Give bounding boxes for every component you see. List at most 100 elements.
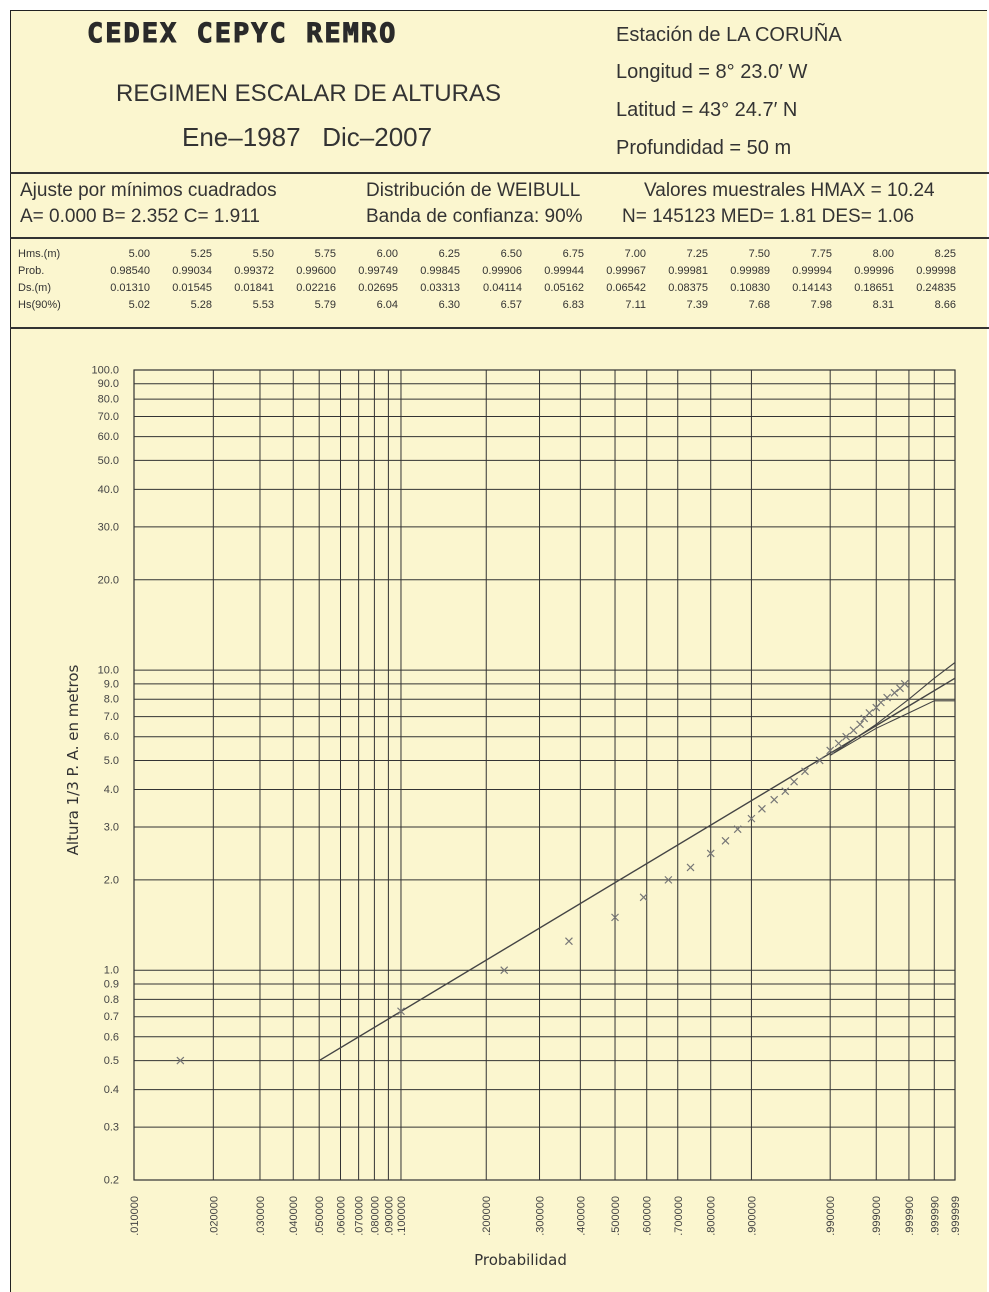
table-cell: 0.99944 [544, 265, 584, 277]
data-point [890, 688, 899, 697]
x-tick-label: .100000 [396, 1196, 408, 1236]
fit-confidence: Banda de confianza: 90% [366, 206, 583, 227]
y-tick-label: 0.4 [104, 1084, 119, 1096]
data-point [639, 893, 648, 902]
y-axis-label: Altura 1/3 P. A. en metros [64, 664, 82, 855]
table-cell: 7.98 [810, 299, 832, 311]
y-tick-label: 0.2 [104, 1175, 119, 1187]
table-cell: 5.28 [190, 299, 212, 311]
probability-table: Hms.(m) 5.00 5.25 5.50 5.75 6.00 6.25 6.50 6.75 7… [18, 246, 956, 314]
y-tick-label: 0.9 [104, 978, 119, 990]
x-tick-label: .010000 [129, 1196, 141, 1236]
data-point [781, 787, 790, 796]
table-cell: 7.00 [624, 248, 646, 260]
data-point [747, 814, 756, 823]
data-point [758, 804, 766, 813]
x-tick-label: .060000 [336, 1196, 348, 1236]
x-tick-label: .990000 [825, 1196, 837, 1236]
table-cell: 5.25 [190, 248, 212, 260]
table-cell: 6.50 [500, 248, 522, 260]
data-point [733, 825, 742, 834]
table-cell: 6.04 [376, 299, 398, 311]
table-cell: 8.00 [872, 248, 894, 260]
sample-stats: N= 145123 MED= 1.81 DES= 1.06 [622, 206, 915, 227]
chart-frame [10, 10, 987, 1292]
table-cell: 7.25 [686, 248, 708, 260]
table-cell: 5.53 [252, 299, 274, 311]
table-cell: 5.50 [252, 248, 274, 260]
y-tick-label: 0.3 [104, 1122, 119, 1134]
table-cell: 0.98540 [110, 265, 150, 277]
table-row-label: Ds.(m) [18, 282, 51, 294]
x-tick-label: .999990 [929, 1196, 941, 1236]
table-cell: 0.99981 [668, 265, 708, 277]
y-tick-label: 7.0 [104, 711, 119, 723]
fit-params: A= 0.000 B= 2.352 C= 1.911 [20, 206, 260, 227]
x-tick-label: .999000 [871, 1196, 883, 1236]
x-tick-label: .500000 [610, 1196, 622, 1236]
table-cell: 6.30 [438, 299, 460, 311]
table-cell: 0.05162 [544, 282, 584, 294]
data-point [565, 937, 573, 946]
logo-text: CEDEX CEPYC REMRO [86, 18, 398, 50]
data-point [176, 1056, 185, 1065]
table-cell: 0.99967 [606, 265, 646, 277]
table-cell: 5.79 [314, 299, 336, 311]
data-point [770, 795, 779, 804]
data-point [664, 875, 673, 884]
table-cell: 5.00 [128, 248, 150, 260]
table-cell: 0.99994 [792, 265, 832, 277]
x-tick-label: .999900 [904, 1196, 916, 1236]
period-end: Dic–2007 [322, 122, 433, 152]
table-cell: 7.39 [686, 299, 708, 311]
period-start: Ene–1987 [182, 122, 301, 152]
fit-line [318, 677, 956, 1062]
table-cell: 0.99372 [234, 265, 274, 277]
fit-distribution: Distribución de WEIBULL [366, 180, 581, 201]
fit-method: Ajuste por mínimos cuadrados [20, 180, 277, 201]
table-cell: 0.03313 [420, 282, 460, 294]
table-cell: 0.99996 [854, 265, 894, 277]
divider-1 [10, 172, 989, 174]
table-row-label: Hms.(m) [18, 248, 61, 260]
table-cell: 0.08375 [668, 282, 708, 294]
table-cell: 6.83 [562, 299, 584, 311]
x-tick-label: .050000 [314, 1196, 326, 1236]
station-name: Estación de LA CORUÑA [616, 24, 842, 46]
table-cell: 0.02216 [296, 282, 336, 294]
data-point [686, 863, 695, 872]
data-point [826, 746, 835, 755]
data-point [900, 679, 909, 688]
table-row-label: Hs(90%) [18, 299, 61, 311]
y-tick-label: 0.5 [104, 1055, 119, 1067]
y-tick-label: 1.0 [104, 965, 119, 977]
table-cell: 0.01310 [110, 282, 150, 294]
table-cell: 0.18651 [854, 282, 894, 294]
data-point [815, 756, 824, 765]
y-tick-label: 30.0 [98, 521, 119, 533]
y-tick-label: 60.0 [98, 431, 119, 443]
chart-period: Ene–1987 Dic–2007 [182, 122, 432, 153]
x-tick-label: .400000 [575, 1196, 587, 1236]
table-cell: 0.99845 [420, 265, 460, 277]
y-tick-label: 20.0 [98, 574, 119, 586]
x-tick-label: .090000 [383, 1196, 395, 1236]
table-cell: 7.68 [748, 299, 770, 311]
confidence-band-upper [829, 662, 956, 756]
data-point [842, 732, 851, 741]
data-point [865, 709, 874, 717]
station-latitude: Latitud = 43° 24.7′ N [616, 99, 798, 121]
y-tick-label: 8.0 [104, 694, 119, 706]
table-cell: 0.14143 [792, 282, 832, 294]
table-cell: 7.75 [810, 248, 832, 260]
x-tick-label: .080000 [369, 1196, 381, 1236]
x-tick-label: .030000 [255, 1196, 267, 1236]
x-tick-label: .300000 [535, 1196, 547, 1236]
table-row-label: Prob. [18, 265, 45, 277]
table-cell: 6.25 [438, 248, 460, 260]
y-tick-label: 9.0 [104, 678, 119, 690]
station-longitude: Longitud = 8° 23.0′ W [616, 61, 808, 83]
divider-3 [10, 327, 989, 329]
